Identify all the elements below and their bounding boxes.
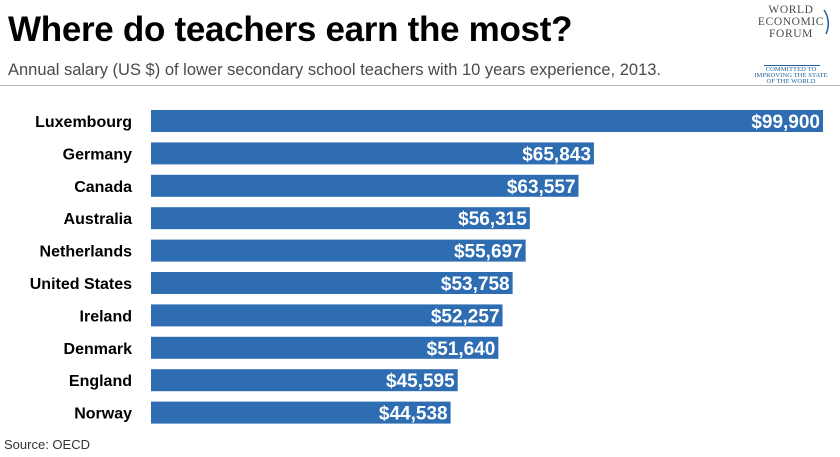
value-label: $44,538 xyxy=(379,404,448,425)
chart-subtitle: Annual salary (US $) of lower secondary … xyxy=(8,61,662,79)
category-label: Australia xyxy=(64,211,133,228)
header-divider xyxy=(0,85,840,86)
logo-word-1: WORLD xyxy=(768,4,814,16)
value-label: $63,557 xyxy=(507,177,576,198)
bar-netherlands xyxy=(151,239,526,262)
category-label: Canada xyxy=(74,179,132,196)
value-label: $56,315 xyxy=(458,209,527,230)
logo-tagline-3: OF THE WORLD xyxy=(766,78,816,85)
value-label: $53,758 xyxy=(441,274,510,295)
category-label: Ireland xyxy=(80,308,132,325)
category-label: Denmark xyxy=(64,341,133,358)
category-label: United States xyxy=(30,276,132,293)
value-label: $51,640 xyxy=(427,339,496,360)
bar-germany xyxy=(151,142,594,165)
bar-australia xyxy=(151,207,530,230)
category-label: Norway xyxy=(74,406,132,423)
category-label: Luxembourg xyxy=(35,114,132,131)
value-label: $52,257 xyxy=(431,306,500,327)
world-economic-forum-logo: WORLD ECONOMIC FORUM COMMITTED TO IMPROV… xyxy=(746,4,836,85)
value-label: $65,843 xyxy=(522,144,591,165)
bar-ireland xyxy=(151,304,503,327)
source-note: Source: OECD xyxy=(4,437,90,452)
value-label: $45,595 xyxy=(386,371,455,392)
bar-canada xyxy=(151,174,579,197)
bar-luxembourg xyxy=(151,110,823,132)
logo-tagline-1: COMMITTED TO xyxy=(765,66,817,73)
value-label: $55,697 xyxy=(454,242,523,263)
logo-arc-icon xyxy=(823,9,830,35)
category-label: Netherlands xyxy=(40,244,133,261)
bar-denmark xyxy=(151,336,499,359)
bar-chart: Luxembourg $99,900 Germany $65,843 Canada $63… xyxy=(30,110,823,425)
chart-title: Where do teachers earn the most? xyxy=(8,10,573,49)
bar-norway xyxy=(151,401,451,424)
bar-england xyxy=(151,369,458,392)
logo-word-3: FORUM xyxy=(769,28,813,40)
category-label: Germany xyxy=(63,146,132,163)
logo-tagline-2: IMPROVING THE STATE xyxy=(754,72,828,79)
logo-word-2: ECONOMIC xyxy=(757,16,825,28)
category-label: England xyxy=(69,373,132,390)
logo-separator xyxy=(764,65,820,66)
bar-united-states xyxy=(151,272,513,294)
value-label: $99,900 xyxy=(751,112,820,133)
